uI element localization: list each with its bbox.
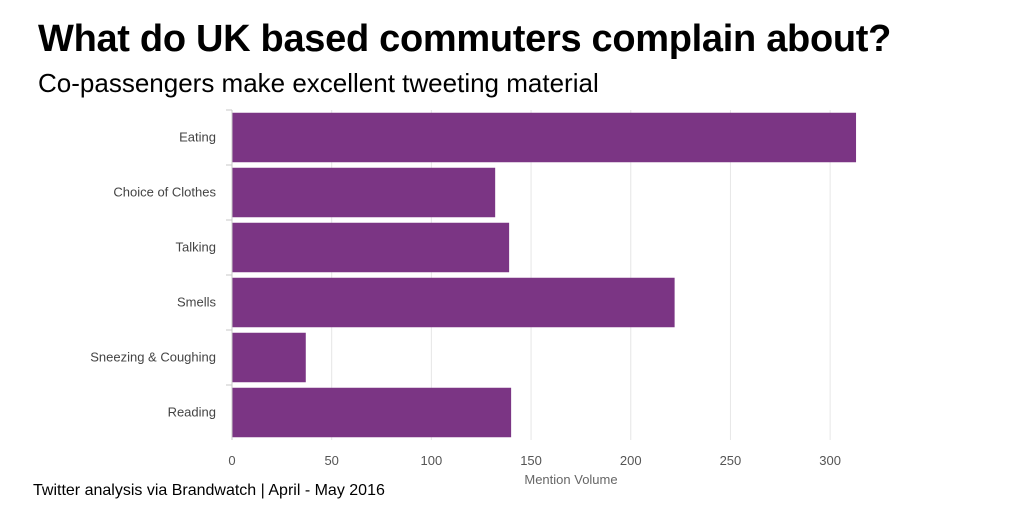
x-tick-label: 200	[620, 453, 642, 468]
category-label: Reading	[168, 405, 216, 420]
x-tick-label: 250	[720, 453, 742, 468]
x-tick-label: 300	[819, 453, 841, 468]
category-label: Talking	[176, 240, 216, 255]
x-tick-label: 50	[324, 453, 338, 468]
x-tick-label: 0	[228, 453, 235, 468]
bars	[232, 112, 857, 438]
x-tick-label: 150	[520, 453, 542, 468]
bar	[232, 167, 496, 218]
bar	[232, 332, 306, 383]
x-tick-label: 100	[421, 453, 443, 468]
bar	[232, 222, 510, 273]
category-labels: Eating Choice of Clothes Talking Smells Snee…	[90, 130, 216, 420]
bar	[232, 112, 857, 163]
category-label: Sneezing & Coughing	[90, 350, 216, 365]
chart-subtitle: Co-passengers make excellent tweeting ma…	[38, 68, 599, 98]
category-label: Smells	[177, 295, 217, 310]
x-axis-title: Mention Volume	[524, 472, 617, 487]
chart-title: What do UK based commuters complain abou…	[38, 18, 892, 60]
gridlines	[331, 110, 831, 440]
category-label: Choice of Clothes	[113, 185, 216, 200]
bar	[232, 387, 512, 438]
source-note: Twitter analysis via Brandwatch | April …	[33, 482, 385, 499]
category-label: Eating	[179, 130, 216, 145]
x-tick-labels: 0 50 100 150 200 250 300	[228, 453, 841, 468]
bar	[232, 277, 675, 328]
axes	[226, 109, 233, 440]
